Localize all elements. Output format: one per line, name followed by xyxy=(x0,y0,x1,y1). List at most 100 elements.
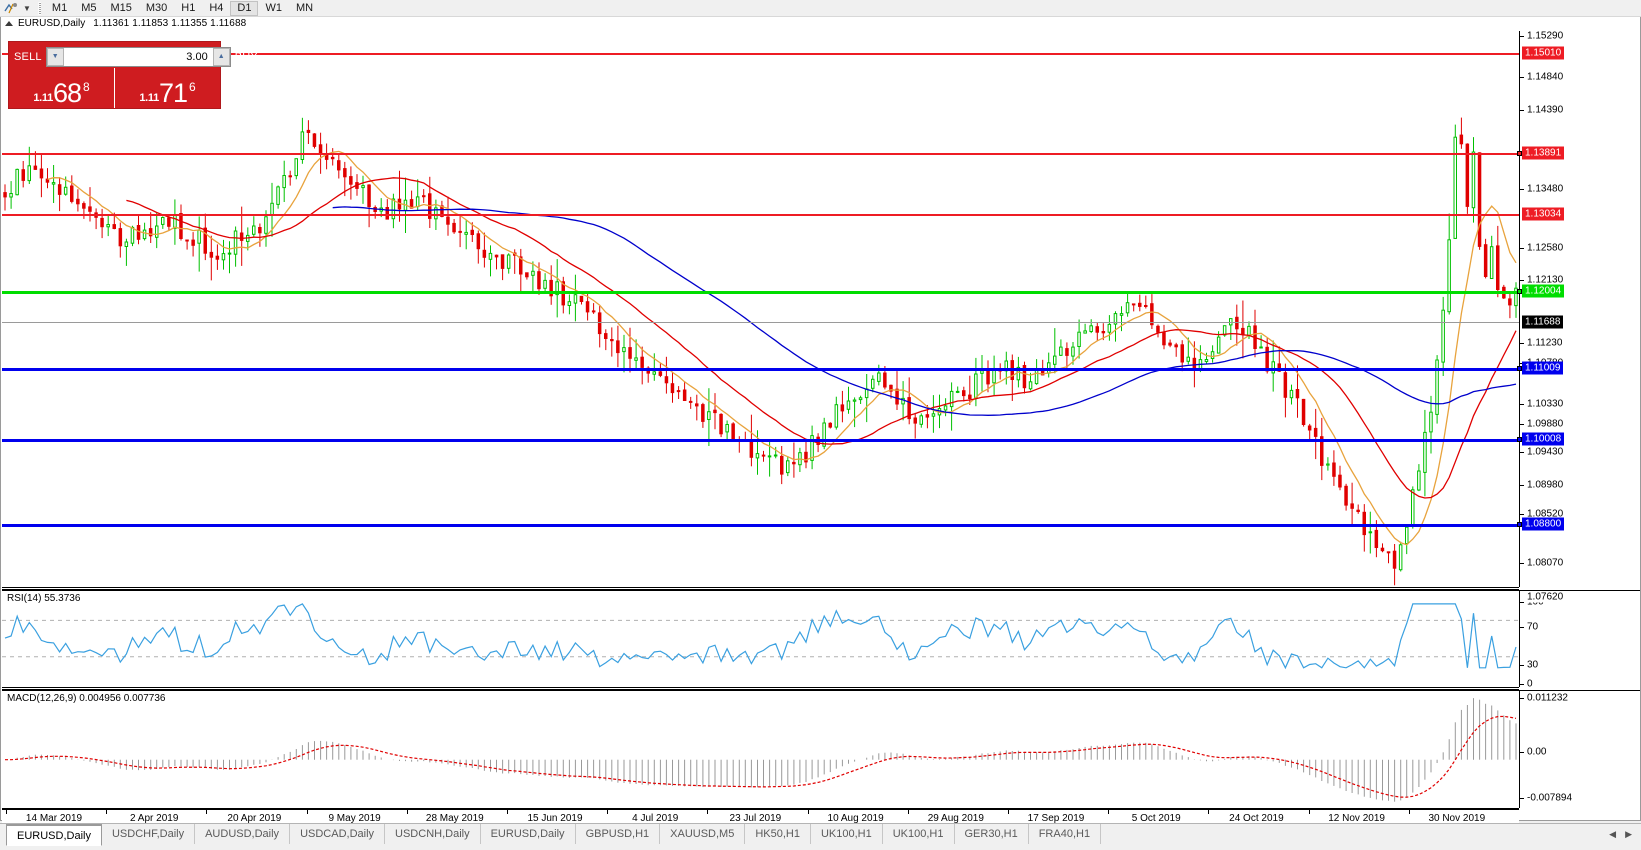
volume-increase-icon[interactable]: ▲ xyxy=(212,47,230,66)
chart-tab-audusd-daily[interactable]: AUDUSD,Daily xyxy=(195,824,291,844)
price-level-badge[interactable]: 1.08800 xyxy=(1522,517,1565,531)
macd-pane[interactable]: MACD(12,26,9) 0.004956 0.007736 xyxy=(2,690,1519,808)
chart-tab-xauusd-m5[interactable]: XAUUSD,M5 xyxy=(660,824,746,844)
chart-tab-eurusd-daily[interactable]: EURUSD,Daily xyxy=(481,824,576,844)
oct-controls-row: SELL ▼ ▲ BUY xyxy=(9,42,258,68)
chart-tab-hk50-h1[interactable]: HK50,H1 xyxy=(745,824,811,844)
toolbar-overflow-icon[interactable] xyxy=(0,0,21,17)
price-axis[interactable]: 1.15290 1.14840 1.14390 1.13480 1.12580 1.121… xyxy=(1519,31,1640,603)
horizontal-price-line[interactable] xyxy=(2,322,1519,323)
horizontal-price-line[interactable] xyxy=(2,289,1522,294)
line-drag-handle[interactable] xyxy=(1517,289,1522,294)
volume-decrease-icon[interactable]: ▼ xyxy=(46,47,64,66)
date-axis-tick xyxy=(907,810,909,814)
rsi-axis-tick xyxy=(1520,665,1524,666)
buy-button[interactable]: BUY xyxy=(234,50,258,63)
timeframe-button-mn[interactable]: MN xyxy=(295,2,314,14)
macd-axis-label: 0.00 xyxy=(1527,746,1547,758)
rsi-axis[interactable]: 10070300 xyxy=(1519,590,1640,690)
timeframe-button-m30[interactable]: M30 xyxy=(145,2,168,14)
price-level-badge[interactable]: 1.13891 xyxy=(1522,146,1565,160)
date-axis-label: 29 Aug 2019 xyxy=(927,813,984,824)
scroll-left-icon[interactable]: ◀ xyxy=(1609,828,1617,839)
chart-tab-fra40-h1[interactable]: FRA40,H1 xyxy=(1029,824,1102,844)
timeframe-button-m15[interactable]: M15 xyxy=(110,2,132,14)
price-plot xyxy=(3,117,1518,586)
chart-tab-ger30-h1[interactable]: GER30,H1 xyxy=(955,824,1029,844)
date-axis-label: 9 May 2019 xyxy=(328,813,381,824)
price-axis-tick xyxy=(1520,563,1524,564)
chart-tab-usdcad-daily[interactable]: USDCAD,Daily xyxy=(290,824,386,844)
volume-input[interactable] xyxy=(63,49,213,64)
horizontal-price-line[interactable] xyxy=(2,522,1522,527)
price-level-badge[interactable]: 1.15010 xyxy=(1522,46,1565,60)
price-level-badge[interactable]: 1.10008 xyxy=(1522,432,1565,446)
price-axis-tick xyxy=(1520,280,1524,281)
chart-tab-bar: EURUSD,Daily USDCHF,Daily AUDUSD,Daily USDC… xyxy=(0,823,1641,850)
line-drag-handle[interactable] xyxy=(1517,437,1522,442)
timeframe-button-h4[interactable]: H4 xyxy=(209,2,224,14)
date-axis-tick xyxy=(406,810,408,814)
horizontal-price-line[interactable] xyxy=(2,437,1522,442)
chart-tab-usdchf-daily[interactable]: USDCHF,Daily xyxy=(102,824,196,844)
date-axis-tick xyxy=(607,810,609,814)
price-level-badge[interactable]: 1.12004 xyxy=(1522,284,1565,298)
chart-tab-eurusd-daily[interactable]: EURUSD,Daily xyxy=(6,824,102,846)
scroll-right-icon[interactable]: ▶ xyxy=(1625,828,1632,839)
date-axis-tick xyxy=(1208,810,1210,814)
date-axis-label: 14 Mar 2019 xyxy=(25,813,83,824)
line-drag-handle[interactable] xyxy=(1517,366,1522,371)
horizontal-price-line[interactable] xyxy=(2,151,1522,156)
horizontal-price-line[interactable] xyxy=(2,53,1519,55)
price-level-badge[interactable]: 1.11688 xyxy=(1522,315,1564,329)
templates-icon xyxy=(4,3,17,14)
rsi-axis-tick xyxy=(1520,602,1524,603)
line-drag-handle[interactable] xyxy=(1517,151,1522,156)
price-axis-tick xyxy=(1520,343,1524,344)
timeframe-toolbar: ▼ M1 M5 M15 M30 H1 H4 D1 W1 MN xyxy=(0,0,1641,17)
timeframe-button-h1[interactable]: H1 xyxy=(181,2,196,14)
horizontal-price-line[interactable] xyxy=(2,214,1519,216)
toolbar-grip[interactable] xyxy=(37,1,41,15)
timeframe-button-m5[interactable]: M5 xyxy=(81,2,97,14)
chart-tab-gbpusd-h1[interactable]: GBPUSD,H1 xyxy=(576,824,661,844)
chart-tab-uk100-h1[interactable]: UK100,H1 xyxy=(811,824,883,844)
chart-symbol-label: EURUSD,Daily xyxy=(18,18,86,29)
price-pane[interactable] xyxy=(2,31,1522,587)
rsi-axis-label: 70 xyxy=(1527,621,1539,633)
line-drag-handle[interactable] xyxy=(1517,522,1522,527)
rsi-indicator-label[interactable]: RSI(14) 55.3736 xyxy=(7,593,81,604)
chart-tab-usdcnh-daily[interactable]: USDCNH,Daily xyxy=(385,824,481,844)
macd-axis-label: 0.011232 xyxy=(1527,692,1568,704)
chart-tab-uk100-h1[interactable]: UK100,H1 xyxy=(883,824,955,844)
macd-axis[interactable]: 0.011232 0.00 -0.007894 xyxy=(1519,690,1640,808)
buy-price-quote[interactable]: 1.11 71 6 xyxy=(114,68,220,108)
macd-indicator-label[interactable]: MACD(12,26,9) 0.004956 0.007736 xyxy=(7,693,166,704)
chevron-down-icon[interactable]: ▼ xyxy=(23,3,31,13)
date-axis-label: 12 Nov 2019 xyxy=(1328,813,1385,824)
price-level-badge[interactable]: 1.07620 xyxy=(1527,591,1564,603)
price-level-badge[interactable]: 1.13034 xyxy=(1522,207,1565,221)
price-axis-label: 1.08980 xyxy=(1527,479,1564,491)
timeframe-button-m1[interactable]: M1 xyxy=(51,2,68,14)
volume-stepper[interactable]: ▼ ▲ xyxy=(45,46,231,67)
date-axis[interactable]: 14 Mar 2019 2 Apr 2019 20 Apr 2019 9 May 20… xyxy=(2,809,1519,827)
timeframe-button-group: M1 M5 M15 M30 H1 H4 D1 W1 MN xyxy=(45,0,320,16)
price-axis-tick xyxy=(1520,110,1524,111)
timeframe-button-w1[interactable]: W1 xyxy=(265,2,282,14)
timeframe-button-d1[interactable]: D1 xyxy=(230,0,259,16)
price-axis-tick xyxy=(1520,485,1524,486)
date-axis-tick xyxy=(507,810,508,814)
collapse-triangle-icon[interactable] xyxy=(5,21,13,26)
date-axis-label: 4 Jul 2019 xyxy=(632,813,679,824)
date-axis-tick xyxy=(1008,810,1009,814)
sell-price-main: 68 xyxy=(52,78,82,108)
price-level-badge[interactable]: 1.11009 xyxy=(1522,361,1564,375)
rsi-plot xyxy=(2,603,1519,670)
date-axis-label: 2 Apr 2019 xyxy=(130,813,179,824)
rsi-pane[interactable]: RSI(14) 55.3736 xyxy=(2,590,1519,687)
date-axis-tick xyxy=(707,810,709,814)
sell-button[interactable]: SELL xyxy=(14,50,42,63)
sell-price-quote[interactable]: 1.11 68 8 xyxy=(9,68,114,108)
horizontal-price-line[interactable] xyxy=(2,366,1522,371)
